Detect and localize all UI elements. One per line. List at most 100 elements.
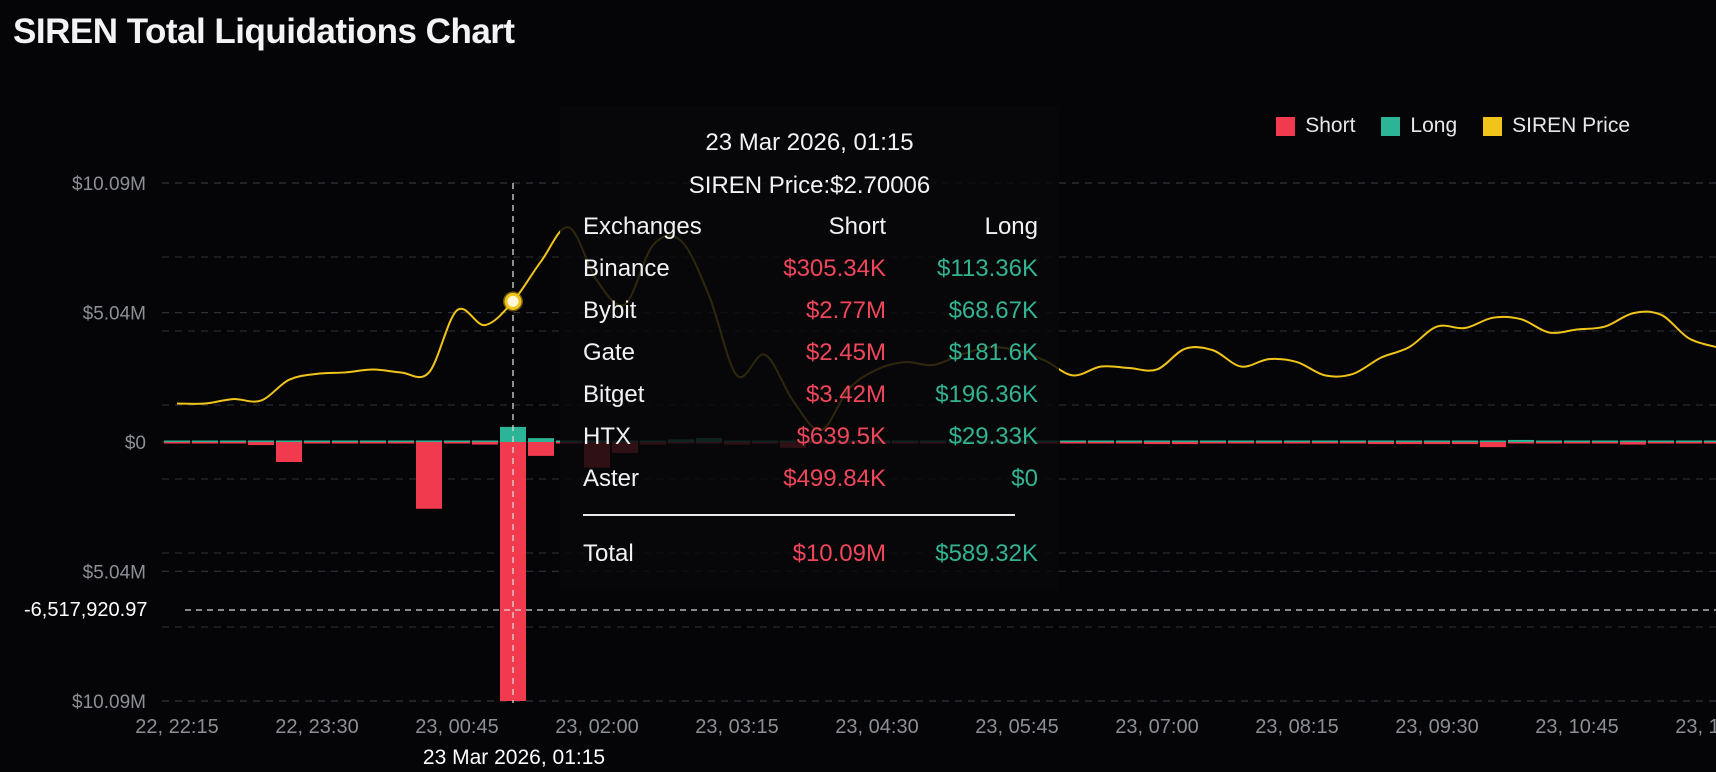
tooltip-row: Bitget $3.42M $196.36K: [583, 381, 1038, 411]
short-value: $305.34K: [783, 255, 886, 282]
long-bar: [360, 440, 386, 442]
short-bar: [276, 442, 302, 463]
long-bar: [1508, 439, 1534, 442]
short-bar: [1648, 442, 1674, 444]
tooltip-header: Exchanges Short Long: [583, 213, 1038, 243]
long-bar: [416, 440, 442, 442]
y-tick-label: $0: [125, 433, 146, 454]
long-bar: [304, 440, 330, 442]
tooltip-price: SIREN Price:$2.70006: [688, 172, 931, 199]
x-tick-label: 23, 10:45: [1535, 716, 1618, 738]
exchange-name: HTX: [583, 423, 631, 450]
y-tick-label: $5.04M: [83, 304, 146, 325]
x-tick-label: 23, 04:30: [835, 716, 918, 738]
long-value: $68.67K: [948, 297, 1038, 324]
short-swatch: [1276, 116, 1296, 136]
long-bar: [1704, 440, 1716, 442]
tooltip-row: Gate $2.45M $181.6K: [583, 339, 1038, 369]
long-bar: [1368, 440, 1394, 442]
short-bar: [1424, 442, 1450, 445]
exchange-name: Bitget: [583, 381, 645, 408]
short-bar: [1620, 442, 1646, 445]
legend-long[interactable]: Long: [1381, 114, 1457, 138]
price-swatch: [1483, 116, 1503, 136]
short-bar: [1452, 442, 1478, 445]
exchange-name: Bybit: [583, 297, 637, 324]
tooltip-row: HTX $639.5K $29.33K: [583, 423, 1038, 453]
short-value: $2.45M: [805, 339, 886, 366]
short-bar: [472, 442, 498, 445]
short-bar: [304, 442, 330, 444]
short-bar: [220, 442, 246, 444]
long-bar: [1648, 440, 1674, 442]
tooltip-divider: [583, 514, 1015, 516]
long-bar: [444, 440, 470, 442]
tooltip-date: 23 Mar 2026, 01:15: [705, 129, 914, 156]
short-bar: [1172, 442, 1198, 445]
short-bar: [1116, 442, 1142, 444]
legend-short[interactable]: Short: [1276, 114, 1355, 138]
total-long: $589.32K: [935, 540, 1038, 567]
short-bar: [1564, 442, 1590, 444]
short-bar: [444, 442, 470, 444]
short-bar: [1536, 442, 1562, 444]
long-bar: [1172, 440, 1198, 442]
short-bar: [1592, 442, 1618, 444]
long-bar: [1396, 440, 1422, 442]
long-bar: [528, 438, 554, 442]
short-bar: [1088, 442, 1114, 444]
legend-price[interactable]: SIREN Price: [1483, 114, 1630, 138]
short-bar: [248, 442, 274, 446]
long-bar: [248, 440, 274, 442]
short-bar: [192, 442, 218, 444]
short-bar: [1480, 442, 1506, 448]
tooltip: 23 Mar 2026, 01:15 SIREN Price:$2.70006 …: [560, 106, 1059, 591]
short-bar: [528, 442, 554, 456]
x-tick-label: 23, 07:00: [1115, 716, 1198, 738]
exchange-name: Gate: [583, 339, 636, 366]
long-bar: [1088, 440, 1114, 442]
long-bar: [500, 426, 526, 442]
long-bar: [1536, 440, 1562, 442]
short-value: $639.5K: [796, 423, 886, 450]
short-bar: [1676, 442, 1702, 444]
short-bar: [1396, 442, 1422, 445]
short-bar: [1256, 442, 1282, 444]
long-bar: [1312, 440, 1338, 442]
tooltip-row: Binance $305.34K $113.36K: [583, 255, 1038, 285]
short-bar: [1340, 442, 1366, 444]
y-tick-label: $10.09M: [72, 174, 146, 195]
long-bar: [1676, 440, 1702, 442]
x-tick-label: 23, 00:45: [415, 716, 498, 738]
header-exchanges: Exchanges: [583, 213, 702, 240]
short-bar: [1200, 442, 1226, 444]
crosshair-y-label: -6,517,920.97: [10, 594, 162, 626]
short-value: $499.84K: [783, 465, 886, 492]
legend: Short Long SIREN Price: [1276, 114, 1630, 138]
chart-title: SIREN Total Liquidations Chart: [13, 12, 515, 51]
long-value: $29.33K: [948, 423, 1038, 450]
long-swatch: [1381, 116, 1401, 136]
short-bar: [1508, 442, 1534, 444]
long-bar: [1424, 440, 1450, 442]
x-tick-label: 23, 12:00: [1675, 716, 1716, 738]
long-value: $0: [1011, 465, 1038, 492]
long-bar: [1060, 440, 1086, 442]
crosshair: [185, 183, 1716, 703]
long-bar: [1228, 440, 1254, 442]
y-tick-label: $5.04M: [83, 562, 146, 583]
exchange-name: Binance: [583, 255, 670, 282]
long-value: $181.6K: [948, 339, 1038, 366]
tooltip-total-row: Total $10.09M $589.32K: [583, 540, 1038, 570]
short-bar: [360, 442, 386, 444]
short-bar: [1060, 442, 1086, 444]
short-bar: [1312, 442, 1338, 444]
long-bar: [1200, 440, 1226, 442]
long-bar: [388, 440, 414, 442]
long-bar: [472, 440, 498, 442]
long-bar: [192, 440, 218, 442]
y-axis: $10.09M $5.04M $0 $5.04M $10.09M: [72, 174, 146, 713]
long-bar: [332, 440, 358, 442]
x-tick-label: 22, 23:30: [275, 716, 358, 738]
